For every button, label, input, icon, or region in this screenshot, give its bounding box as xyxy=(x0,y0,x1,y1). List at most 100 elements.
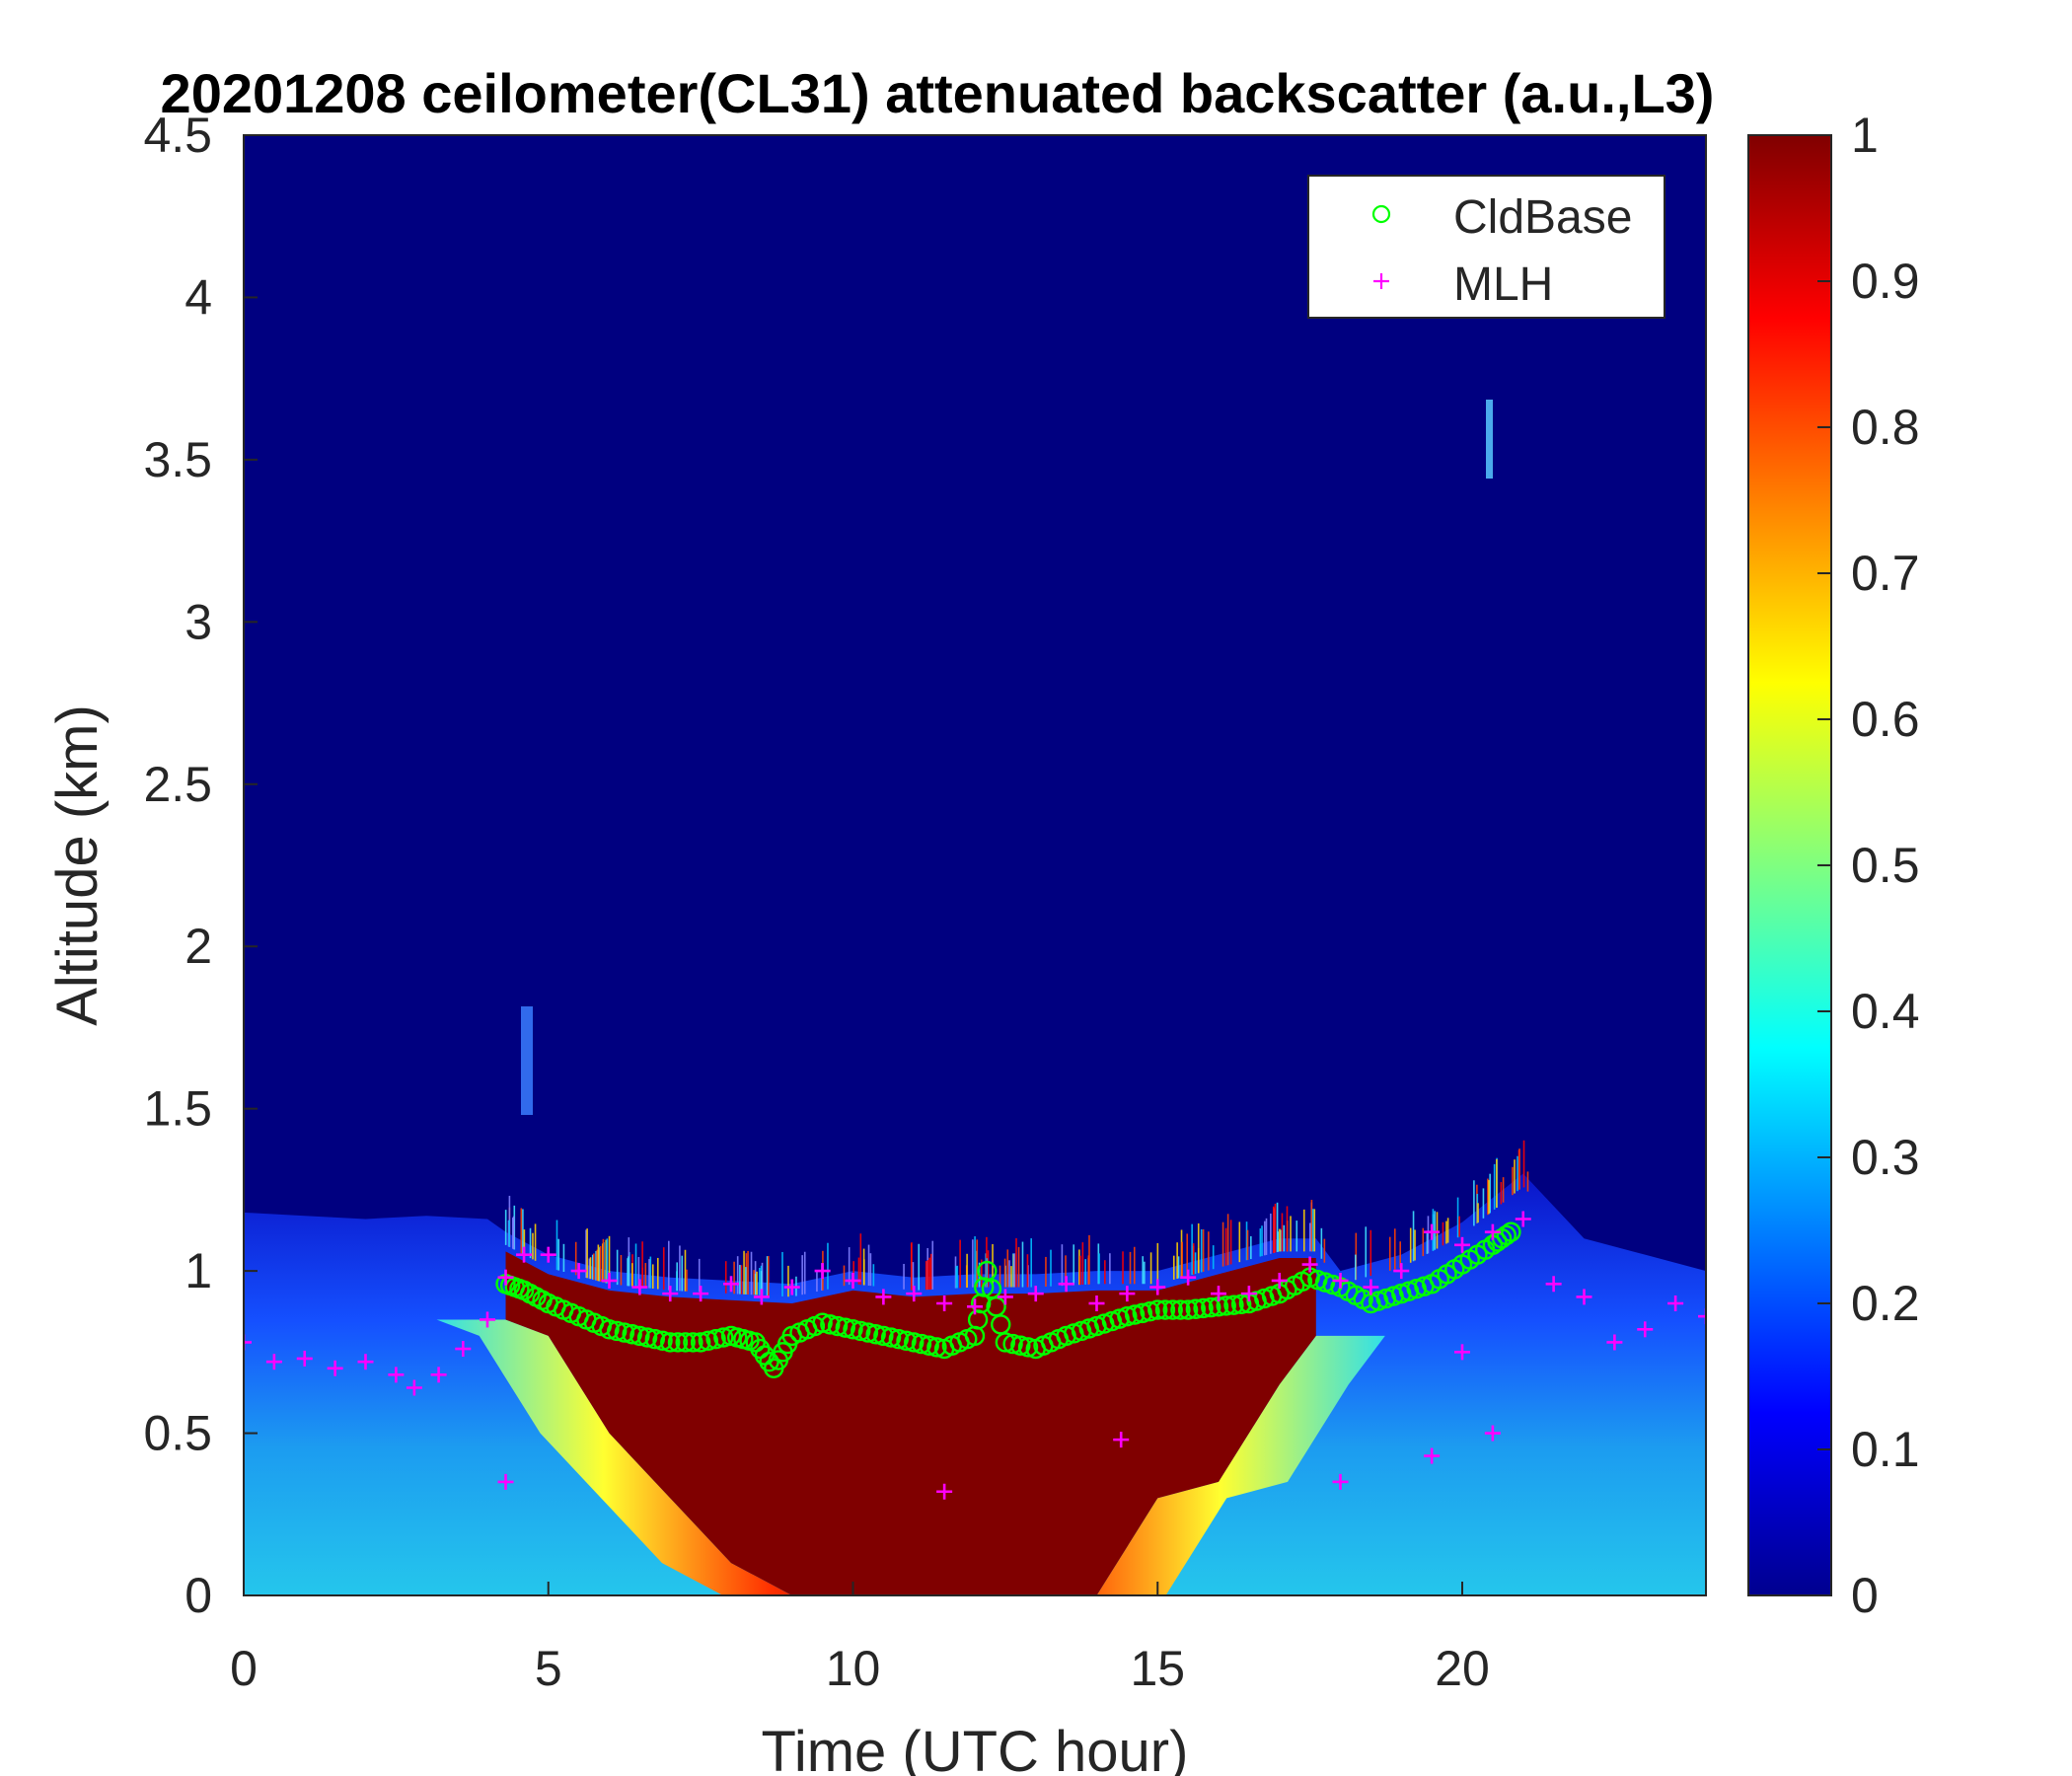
cldbase-point xyxy=(660,1332,681,1353)
cldbase-point xyxy=(1002,1333,1023,1355)
colorbar-tick-label: 0 xyxy=(1851,1568,1879,1623)
plot-frame xyxy=(243,134,1707,1596)
colorbar: 0 0.1 0.2 0.3 0.4 0.5 0.6 0.7 0.8 0.9 1 xyxy=(1747,108,1920,1623)
y-tick-label: 0.5 xyxy=(143,1406,212,1461)
legend: CldBase MLH xyxy=(1307,175,1665,319)
y-tick-label: 4 xyxy=(185,269,212,325)
cldbase-point xyxy=(1216,1295,1236,1316)
mlh-point xyxy=(814,1263,831,1280)
mlh-point xyxy=(388,1367,405,1383)
mlh-point xyxy=(936,1483,953,1500)
colorbar-ticks: 0 0.1 0.2 0.3 0.4 0.5 0.6 0.7 0.8 0.9 1 xyxy=(1817,108,1920,1623)
cldbase-point xyxy=(857,1322,879,1343)
cldbase-point xyxy=(957,1328,978,1350)
mlh-point xyxy=(1545,1276,1562,1293)
mlh-point xyxy=(497,1269,514,1286)
mlh-point xyxy=(516,1246,533,1263)
mlh-point xyxy=(1180,1269,1197,1286)
mlh-point xyxy=(406,1379,422,1396)
y-tick-label: 3 xyxy=(185,594,212,649)
mlh-point xyxy=(631,1279,648,1295)
mlh-point xyxy=(906,1286,923,1302)
colorbar-tick-label: 0.6 xyxy=(1851,692,1920,747)
cldbase-point xyxy=(607,1320,628,1342)
mlh-point xyxy=(845,1272,861,1289)
cldbase-point xyxy=(1292,1271,1313,1293)
mlh-point xyxy=(1606,1334,1623,1351)
mlh-point xyxy=(967,1298,983,1315)
cldbase-point xyxy=(667,1332,689,1353)
mlh-point xyxy=(875,1289,892,1305)
cldbase-point xyxy=(690,1332,711,1353)
mlh-point xyxy=(1332,1272,1349,1289)
cldbase-point xyxy=(911,1333,932,1355)
cldbase-point xyxy=(1223,1295,1244,1315)
mlh-point xyxy=(327,1360,343,1376)
x-tick-label: 5 xyxy=(535,1641,562,1696)
legend-mlh-marker xyxy=(1373,273,1389,289)
x-tick-label: 10 xyxy=(826,1641,881,1696)
mlh-point xyxy=(1119,1286,1136,1302)
mlh-point xyxy=(1088,1295,1105,1311)
mlh-point xyxy=(1363,1279,1379,1295)
colorbar-tick-label: 0.7 xyxy=(1851,546,1920,601)
x-tick-label: 15 xyxy=(1130,1641,1185,1696)
cldbase-point xyxy=(683,1332,703,1353)
cldbase-point xyxy=(1177,1299,1199,1320)
cldbase-point xyxy=(1193,1297,1214,1319)
cldbase-point xyxy=(827,1315,849,1337)
x-tick-label: 0 xyxy=(230,1641,258,1696)
mlh-point xyxy=(1332,1473,1349,1490)
y-tick-label: 1 xyxy=(185,1243,212,1298)
mlh-point xyxy=(1576,1289,1592,1305)
mlh-point xyxy=(1698,1308,1706,1325)
cldbase-point xyxy=(1140,1301,1160,1322)
cldbase-point xyxy=(1132,1302,1153,1324)
legend-box xyxy=(1307,175,1665,319)
mlh-point xyxy=(1027,1286,1044,1302)
mlh-point xyxy=(570,1263,587,1280)
colorbar-tick-label: 0.4 xyxy=(1851,984,1920,1039)
elevated-feature-1 xyxy=(521,1006,533,1115)
cldbase-point xyxy=(981,1278,1002,1299)
chart-title: 20201208 ceilometer(CL31) attenuated bac… xyxy=(160,62,1715,124)
cldbase-point xyxy=(919,1335,939,1356)
cldbase-point xyxy=(636,1327,658,1348)
mlh-point xyxy=(1454,1344,1470,1361)
mlh-point xyxy=(540,1246,556,1263)
mlh-point xyxy=(1424,1223,1441,1240)
cldbase-point xyxy=(986,1296,1006,1317)
mlh-point xyxy=(1484,1223,1501,1240)
y-tick-label: 1.5 xyxy=(143,1081,212,1137)
mlh-point xyxy=(480,1311,495,1328)
cldbase-point xyxy=(991,1314,1011,1335)
layer-edge-right xyxy=(914,1335,1385,1595)
mlh-point xyxy=(783,1279,800,1295)
cldbase-point xyxy=(1353,1289,1373,1310)
colorbar-tick-label: 0.9 xyxy=(1851,254,1920,309)
mlh-point xyxy=(1424,1447,1441,1464)
mlh-point xyxy=(1211,1286,1226,1302)
y-tick-label: 3.5 xyxy=(143,432,212,487)
colorbar-tick-label: 0.8 xyxy=(1851,400,1920,455)
cldbase-point xyxy=(614,1322,635,1343)
mlh-point xyxy=(723,1276,739,1293)
y-tick-label: 0 xyxy=(185,1568,212,1623)
y-tick-label: 2.5 xyxy=(143,757,212,812)
cldbase-point xyxy=(705,1328,726,1350)
cldbase-point xyxy=(1230,1294,1252,1315)
mlh-point xyxy=(1301,1256,1318,1273)
mlh-point xyxy=(997,1289,1013,1305)
y-tick-label: 2 xyxy=(185,919,212,974)
x-tick-label: 20 xyxy=(1435,1641,1490,1696)
mlh-point xyxy=(1484,1425,1501,1442)
colorbar-tick-label: 0.3 xyxy=(1851,1130,1920,1185)
elevated-feature-2 xyxy=(1486,400,1493,479)
cldbase-point xyxy=(1017,1337,1039,1358)
cldbase-point xyxy=(888,1328,910,1350)
x-axis-label: Time (UTC hour) xyxy=(762,1720,1189,1776)
cldbase-point xyxy=(713,1327,734,1348)
y-axis: 0 0.5 1 1.5 2 2.5 3 3.5 4 4.5 xyxy=(143,108,258,1623)
mlh-point xyxy=(1667,1295,1684,1311)
cldbase-point xyxy=(777,1333,798,1355)
